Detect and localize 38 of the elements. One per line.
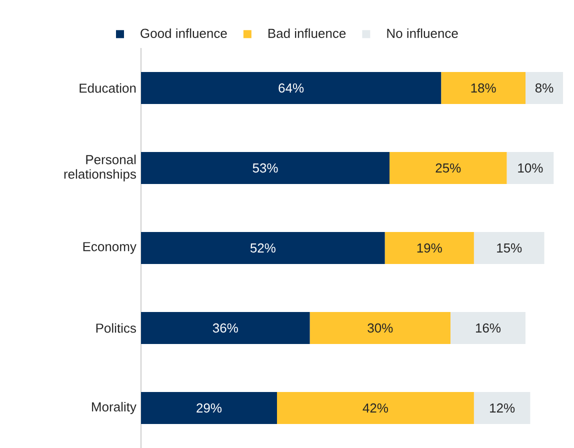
data-label: 19% — [417, 243, 442, 253]
y-tick-label: Education — [80, 83, 136, 93]
bar — [141, 72, 442, 104]
legend-label: No influence — [387, 28, 458, 38]
y-tick-label: Morality — [92, 402, 136, 414]
data-label: 18% — [471, 83, 496, 93]
legend-label: Good influence — [140, 28, 227, 38]
bar — [384, 232, 474, 264]
y-tick-label: Personal relationships — [64, 154, 136, 182]
bar — [450, 312, 526, 344]
legend-label: Bad influence — [268, 28, 346, 38]
bar — [506, 152, 554, 184]
bar — [474, 392, 530, 424]
data-label: 10% — [518, 163, 543, 173]
data-label: 8% — [535, 83, 554, 93]
y-tick-label: Economy — [83, 242, 136, 254]
bar — [276, 392, 474, 424]
y-tick-label: Politics — [96, 323, 136, 333]
data-label: 29% — [196, 403, 222, 413]
data-label: 36% — [212, 323, 238, 333]
data-label: 16% — [476, 323, 501, 333]
bar — [390, 152, 507, 184]
bar — [141, 152, 390, 184]
bar — [441, 72, 526, 104]
data-label: 42% — [362, 403, 388, 413]
data-label: 53% — [252, 163, 278, 173]
bar — [474, 232, 544, 264]
data-label: 52% — [250, 243, 276, 253]
bar — [141, 392, 277, 424]
bar — [141, 312, 310, 344]
data-label: 25% — [436, 163, 461, 173]
data-label: 64% — [278, 83, 304, 93]
bar — [310, 312, 450, 344]
data-label: 12% — [490, 403, 515, 413]
bar — [141, 232, 385, 264]
data-label: 15% — [497, 243, 522, 253]
bar — [526, 72, 564, 104]
data-label: 30% — [368, 323, 393, 333]
